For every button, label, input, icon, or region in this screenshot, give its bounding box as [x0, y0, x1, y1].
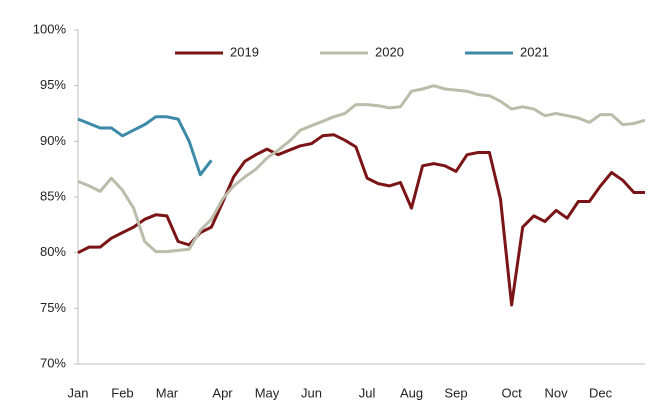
series-line [77, 115, 213, 177]
x-tick-label: Nov [544, 385, 568, 400]
x-tick-label: Feb [111, 385, 133, 400]
x-tick-label: Jun [301, 385, 322, 400]
x-tick-label: Oct [501, 385, 522, 400]
x-tick-label: Mar [156, 385, 179, 400]
y-tick-label: 90% [40, 133, 66, 148]
x-tick-label: Dec [589, 385, 613, 400]
series-line [77, 133, 645, 307]
y-tick-label: 80% [40, 244, 66, 259]
series-line [77, 84, 646, 254]
x-tick-label: Apr [212, 385, 233, 400]
x-tick-label: May [255, 385, 280, 400]
x-tick-label: Aug [400, 385, 423, 400]
y-tick-label: 75% [40, 300, 66, 315]
legend-label: 2019 [230, 44, 259, 59]
x-tick-label: Jan [68, 385, 89, 400]
legend-label: 2020 [375, 44, 404, 59]
y-tick-label: 85% [40, 188, 66, 203]
y-tick-label: 100% [33, 21, 67, 36]
x-tick-label: Jul [359, 385, 376, 400]
legend-label: 2021 [520, 44, 549, 59]
y-tick-label: 95% [40, 77, 66, 92]
y-tick-label: 70% [40, 355, 66, 370]
x-tick-label: Sep [444, 385, 467, 400]
